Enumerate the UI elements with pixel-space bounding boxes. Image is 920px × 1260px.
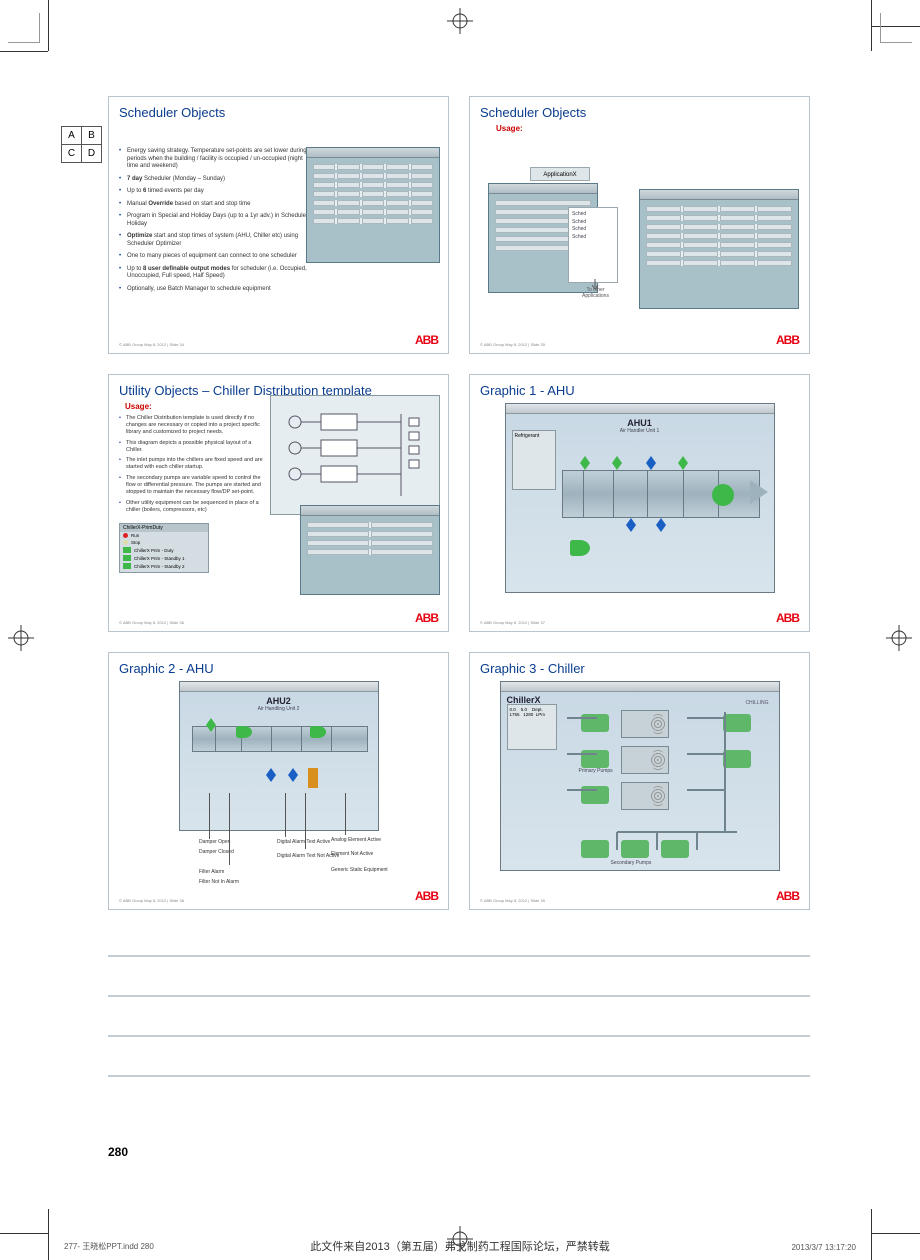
separator-line [108,995,810,997]
separator-line [108,1035,810,1037]
readings-panel: 0.0 5.0 Dept. 1755 1280 LPm [507,704,557,750]
page-number: 280 [108,1145,128,1159]
crop-mark [872,1233,920,1234]
crop-mark [0,1233,48,1234]
fan-icon [712,484,734,506]
slide-footer: © ABB Group May 8, 2012 | Slide 37 [480,621,545,625]
slide-footer: © ABB Group May 8, 2012 | Slide 35 [480,343,545,347]
application-box: ApplicationX [530,167,590,181]
slide-footer: © ABB Group May 8, 2012 | Slide 38 [119,899,184,903]
valve-icon [626,518,636,532]
slide-bullets: The Chiller Distribution template is use… [119,415,269,514]
abb-logo: ABB [415,889,438,903]
scheduler-window-mock [306,147,440,263]
slide-graphic-2-ahu: Graphic 2 - AHU AHU2 Air Handling Unit 2… [108,652,449,910]
slide-footer: © ABB Group May 8, 2012 | Slide 36 [119,621,184,625]
slide-chiller-distribution: Utility Objects – Chiller Distribution t… [108,374,449,632]
page-quadrant-label: AB CD [61,126,102,163]
anno-analog: Analog Element Active [331,837,381,843]
slide-graphic-1-ahu: Graphic 1 - AHU AHU1 Air Handler Unit 1 … [469,374,810,632]
slide-title: Scheduler Objects [480,105,799,120]
valve-icon [656,518,666,532]
slides-grid: Scheduler Objects Energy saving strategy… [108,96,810,910]
anno-filter-alarm: Filter Alarm [199,869,224,875]
crop-mark [48,0,49,51]
footer-copyright: 此文件来自2013（第五届）弗戈制药工程国际论坛，严禁转载 [310,1238,609,1254]
anno-elem-not: Element Not Active [331,851,373,857]
usage-label: Usage: [496,124,799,133]
abb-logo: ABB [415,611,438,625]
registration-mark-icon [8,625,34,651]
abb-logo: ABB [776,611,799,625]
ahu1-hmi: AHU1 Air Handler Unit 1 Refrigerant [505,403,775,593]
abb-logo: ABB [776,889,799,903]
damper-icon [646,456,656,470]
crop-mark [0,51,48,52]
slide-title: Graphic 3 - Chiller [480,661,799,676]
slide-title: Scheduler Objects [119,105,438,120]
duct-outlet [750,480,768,504]
chiller-duty-status: ChillerX-PrimDuty Run Stop ChillerX Prim… [119,523,209,573]
tree-panel: Sched Sched Sched Sched [568,207,618,283]
scheduler-popup-2 [639,189,799,309]
heater-icon [308,768,318,788]
fan-icon [236,726,252,738]
footer-timestamp: 2013/3/7 13:17:20 [791,1243,856,1252]
slide-scheduler-objects-2: Scheduler Objects Usage: ApplicationX Sc… [469,96,810,354]
arrow-down-icon [590,279,600,291]
chiller-hmi: ChillerX 0.0 5.0 Dept. 1755 1280 LPm CHI… [500,681,780,871]
anno-damper-open: Damper Open [199,839,230,845]
damper-icon [678,456,688,470]
crop-mark [8,13,40,43]
crop-mark [880,13,912,43]
crop-mark [871,0,872,51]
registration-mark-icon [886,625,912,651]
footer-filename: 277- 王晓松PPT.indd 280 [64,1241,154,1252]
valve-icon [288,768,298,782]
piping [557,702,777,862]
slide-graphic-3-chiller: Graphic 3 - Chiller ChillerX 0.0 5.0 Dep… [469,652,810,910]
anno-filter-not: Filter Not In Alarm [199,879,239,885]
chiller-pid-diagram [270,395,440,515]
damper-icon [580,456,590,470]
anno-generic: Generic Static Equipment [331,867,388,873]
registration-mark-icon [447,8,473,34]
abb-logo: ABB [776,333,799,347]
slide-footer: © ABB Group May 8, 2012 | Slide 34 [119,343,184,347]
chiller-faceplate [300,505,440,595]
damper-icon [612,456,622,470]
slide-bullets: Energy saving strategy. Temperature set-… [119,148,309,293]
crop-mark [871,1209,872,1260]
pump-icon [570,540,590,556]
separator-line [108,1075,810,1077]
abb-logo: ABB [415,333,438,347]
slide-footer: © ABB Group May 8, 2012 | Slide 39 [480,899,545,903]
side-panel: Refrigerant [512,430,556,490]
slide-title: Graphic 1 - AHU [480,383,799,398]
anno-dig-active: Digital Alarm Text Active [277,839,330,845]
slide-title: Graphic 2 - AHU [119,661,438,676]
damper-icon [206,718,216,732]
separator-line [108,955,810,957]
crop-mark [48,1209,49,1260]
valve-icon [266,768,276,782]
fan-icon [310,726,326,738]
slide-scheduler-objects-1: Scheduler Objects Energy saving strategy… [108,96,449,354]
